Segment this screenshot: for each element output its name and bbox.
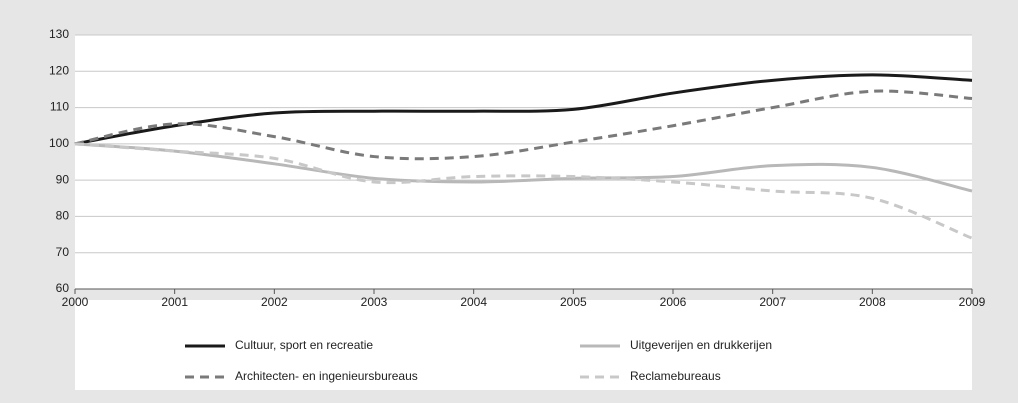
series-line <box>74 89 973 161</box>
legend-label: Uitgeverijen en drukkerijen <box>630 338 772 352</box>
legend-label: Architecten- en ingenieursbureaus <box>235 369 418 383</box>
x-tick-label: 2000 <box>62 295 89 309</box>
x-tick-label: 2003 <box>361 295 388 309</box>
y-tick-label: 70 <box>56 245 70 259</box>
legend-label: Reclamebureaus <box>630 369 721 383</box>
series-line <box>74 142 973 193</box>
y-tick-label: 90 <box>56 172 70 186</box>
legend-label: Cultuur, sport en recreatie <box>235 338 373 352</box>
x-tick-label: 2001 <box>161 295 188 309</box>
y-tick-label: 130 <box>49 27 69 41</box>
x-tick-label: 2008 <box>859 295 886 309</box>
x-tick-label: 2002 <box>261 295 288 309</box>
series-line <box>74 73 973 146</box>
x-tick-label: 2006 <box>660 295 687 309</box>
plot-area <box>75 35 972 289</box>
x-tick-label: 2005 <box>560 295 587 309</box>
y-tick-label: 120 <box>49 63 69 77</box>
x-tick-label: 2009 <box>959 295 986 309</box>
series-line <box>74 142 973 240</box>
y-tick-label: 60 <box>56 281 70 295</box>
y-tick-label: 100 <box>49 136 69 150</box>
y-tick-label: 80 <box>56 209 70 223</box>
y-tick-label: 110 <box>50 100 69 114</box>
x-tick-label: 2004 <box>460 295 487 309</box>
x-tick-label: 2007 <box>759 295 786 309</box>
